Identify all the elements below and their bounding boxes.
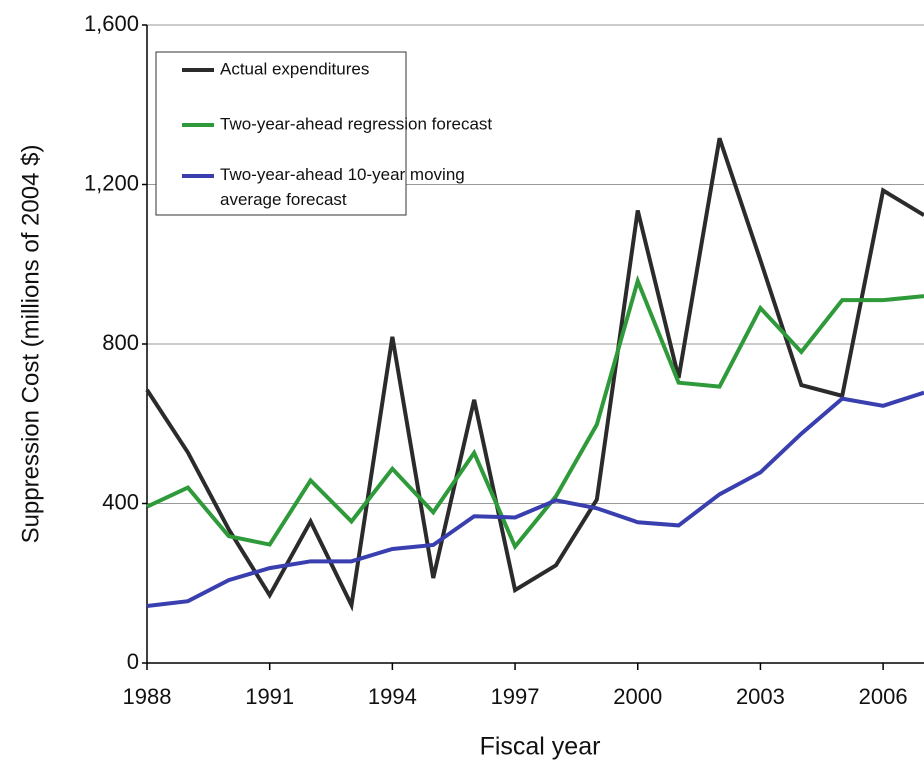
- legend-label: Two-year-ahead 10-year moving average for…: [220, 165, 465, 209]
- y-tick-label: 1,600: [84, 11, 139, 36]
- x-tick-label: 2000: [613, 684, 662, 709]
- legend-label-line: Two-year-ahead 10-year moving: [220, 165, 465, 184]
- x-tick-label: 2006: [859, 684, 908, 709]
- legend-label: Two-year-ahead regression forecast: [220, 114, 492, 133]
- series-line: [145, 137, 924, 612]
- x-axis-label: Fiscal year: [480, 733, 601, 761]
- x-tick-label: 1991: [245, 684, 294, 709]
- x-tick-label: 2003: [736, 684, 785, 709]
- legend-box: [155, 51, 407, 216]
- y-axis-label: Suppression Cost (millions of 2004 $): [17, 145, 44, 544]
- y-tick-label: 400: [102, 489, 139, 514]
- legend-label: Actual expenditures: [220, 59, 369, 78]
- series-line: [146, 390, 924, 608]
- x-tick-label: 1994: [368, 684, 417, 709]
- y-tick-label: 800: [102, 330, 139, 355]
- legend: Actual expenditures Two-year-ahead regres…: [155, 51, 492, 216]
- legend-label-line: average forecast: [220, 190, 347, 209]
- series-line: [146, 274, 924, 551]
- x-tick-label: 1988: [123, 684, 172, 709]
- y-tick-label: 0: [127, 649, 139, 674]
- y-tick-label: 1,200: [84, 170, 139, 195]
- x-tick-label: 1997: [491, 684, 540, 709]
